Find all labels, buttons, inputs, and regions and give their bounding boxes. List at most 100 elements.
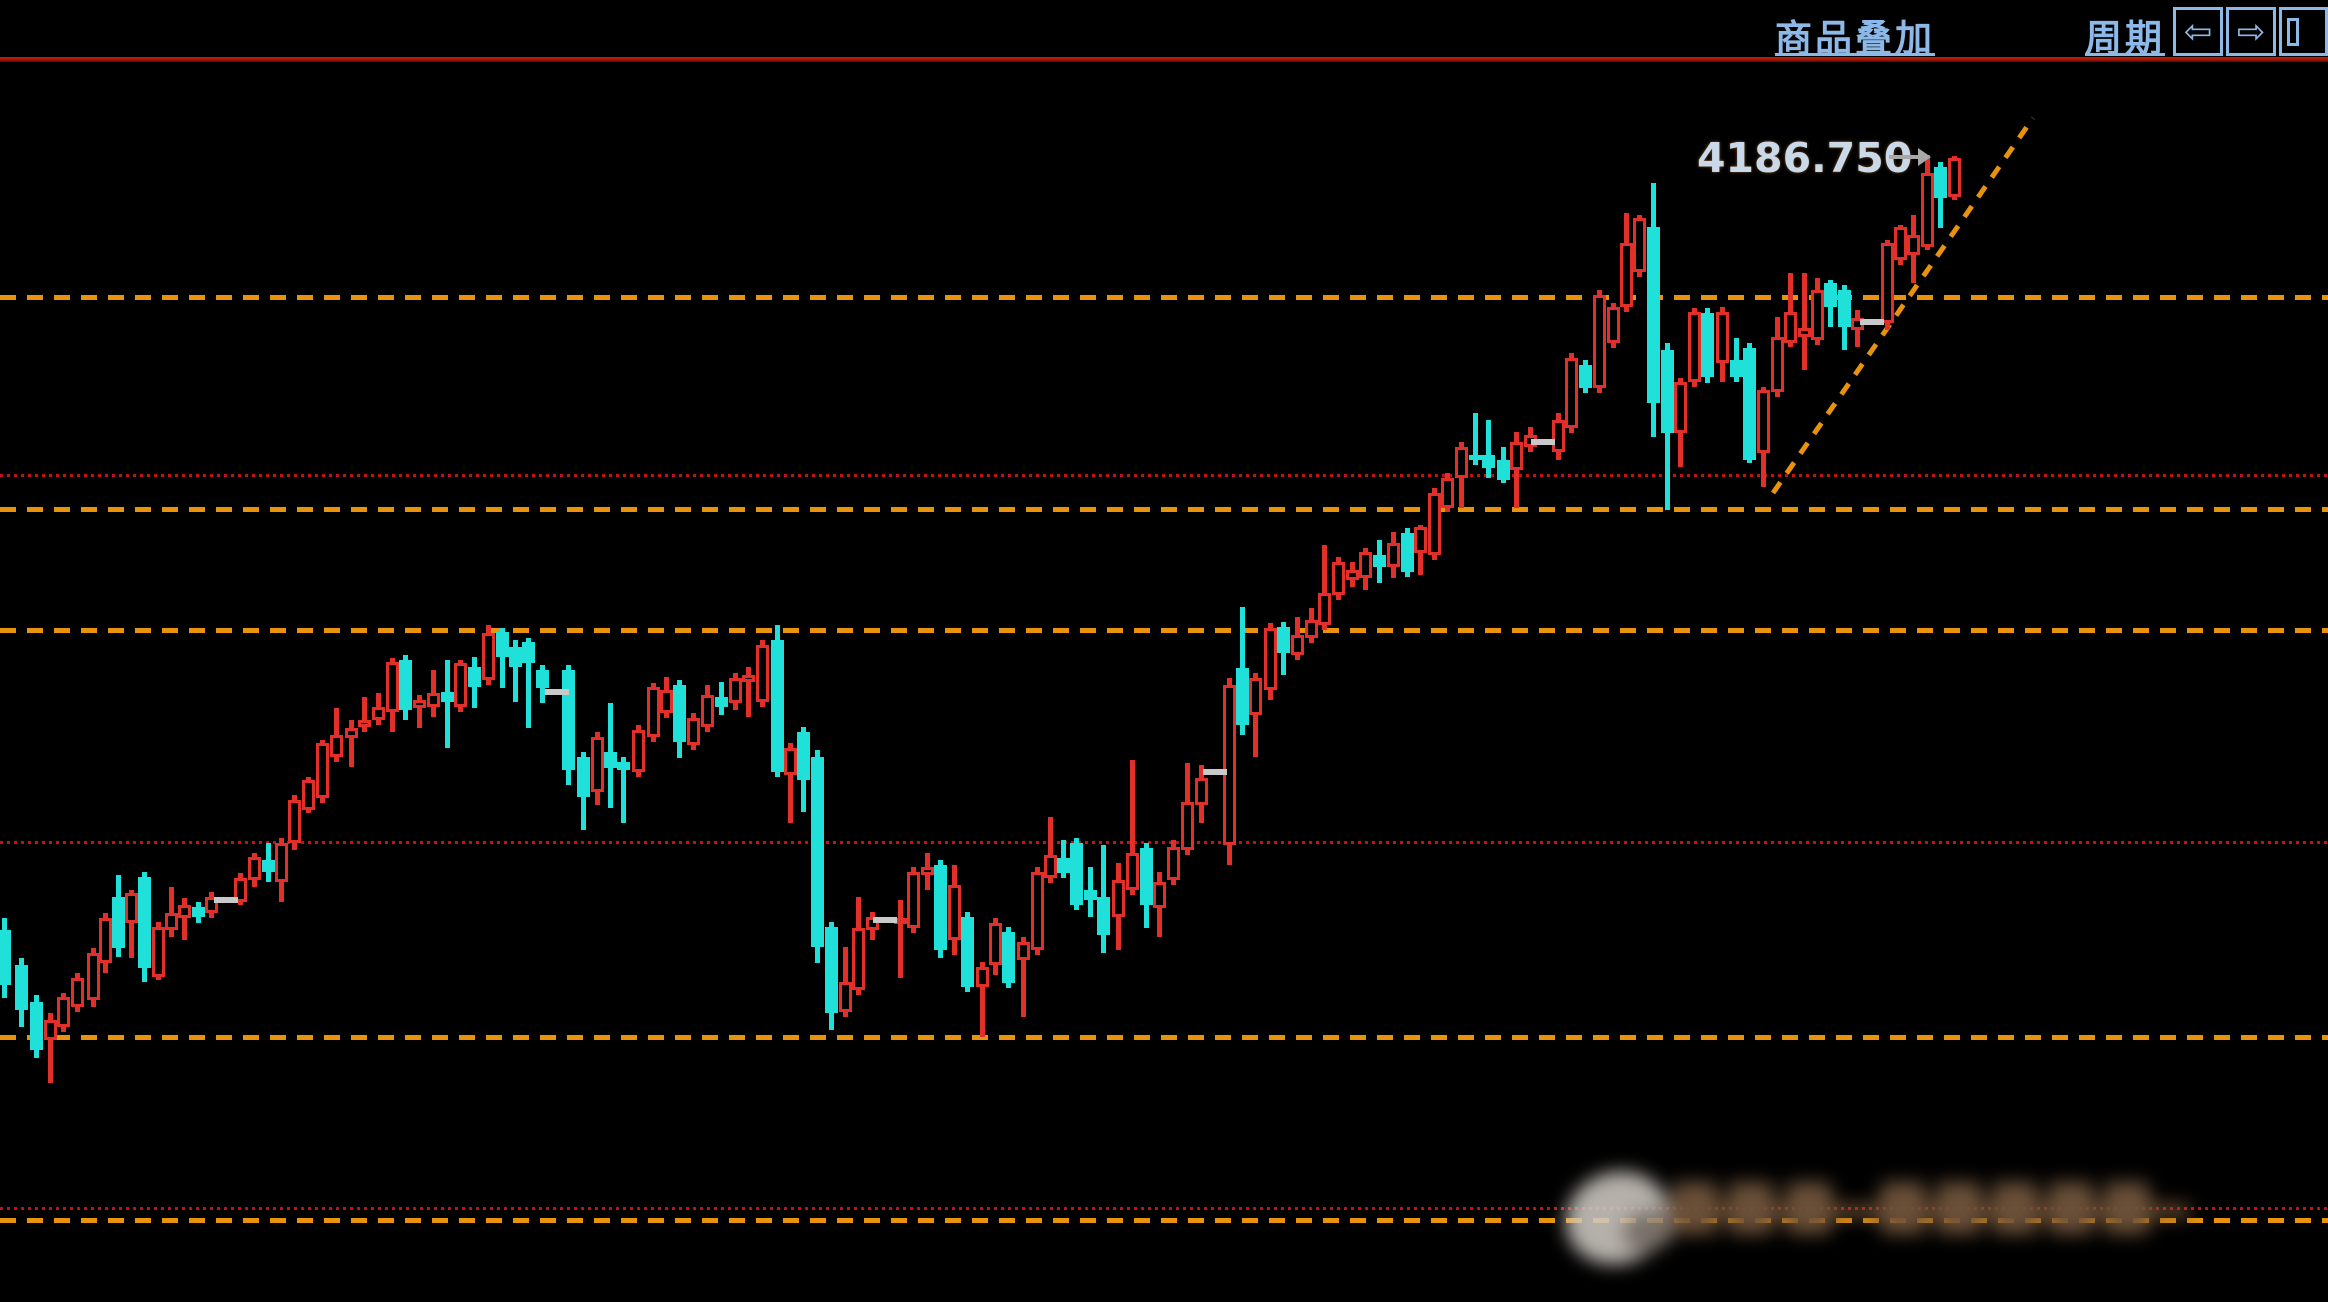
down-candle-body [811,757,824,947]
down-candle-body [1824,283,1837,307]
candle-wick [1473,413,1478,465]
up-candle-body [1291,635,1304,655]
up-candle-body [99,918,112,963]
up-candle-body [852,928,865,990]
up-candle-body [1332,562,1345,595]
up-candle-body [386,662,399,712]
back-left-arrow-button[interactable]: ⇦ [2173,7,2223,56]
candle-wick [1048,817,1053,883]
up-candle-body [1921,173,1934,247]
down-candle-body [1701,313,1714,377]
candle-wick [48,1013,53,1083]
down-candle-body [1002,932,1015,983]
up-candle-body [125,893,138,923]
down-candle-body [1647,227,1660,403]
candle-wick [417,695,422,728]
up-candle-body [756,645,769,702]
period-link[interactable]: 周期 [2085,17,2165,60]
up-candle-body [1167,847,1180,880]
down-candle-body [1497,460,1510,480]
up-candle-body [742,675,755,682]
candle-wick [1021,937,1026,1017]
up-candle-body [1264,628,1277,690]
candle-wick [500,628,505,688]
down-candle-body [1743,348,1756,460]
down-candle-body [262,860,275,872]
down-candle-body [441,692,454,702]
down-candle-body [536,670,549,688]
up-candle-body [1757,390,1770,453]
clipped-toolbar-button[interactable] [2279,7,2328,56]
down-candle-body [961,917,974,987]
up-candle-body [316,743,329,798]
down-candle-body [562,670,575,770]
candle-wick [129,890,134,958]
forward-right-arrow-button[interactable]: ⇨ [2226,7,2276,56]
up-candle-body [330,735,343,757]
up-candle-body [632,730,645,772]
right-arrow-pointer-icon [1889,148,1931,166]
watermark-text-blob [1992,1182,2038,1234]
up-candle-body [1593,295,1606,388]
up-candle-body [1195,778,1208,805]
up-candle-body [1112,880,1125,917]
candle-wick [746,667,751,717]
up-candle-body [302,780,315,810]
gray-dash-marker [1203,769,1227,775]
candle-wick [1788,273,1793,347]
commodity-overlay-link[interactable]: 商品叠加 [1775,17,1935,60]
down-candle-body [468,667,481,687]
up-candle-body [1428,493,1441,555]
down-candle-body [673,685,686,742]
watermark-text-blob [1728,1182,1774,1234]
up-candle-body [1414,527,1427,553]
up-candle-body [248,857,261,880]
up-candle-body [1894,227,1907,260]
up-candle-body [1318,593,1331,625]
watermark-text-blob [2104,1182,2150,1234]
candle-wick [362,697,367,732]
candle-wick [169,887,174,937]
candle-wick [1130,760,1135,895]
watermark-text-blob [2048,1182,2094,1234]
up-candle-body [1674,382,1687,433]
down-candle-body [1579,365,1592,388]
up-candle-body [1620,243,1633,307]
down-candle-body [1084,890,1097,900]
gray-dash-marker [873,917,897,923]
down-candle-body [112,897,125,948]
up-candle-body [275,843,288,882]
up-candle-body [1688,312,1701,382]
down-candle-body [509,647,522,667]
up-candle-body [178,905,191,918]
up-candle-body [44,1020,57,1040]
up-candle-body [976,967,989,987]
down-candle-body [715,697,728,707]
up-candle-body [1798,328,1811,337]
down-candle-body [15,965,28,1010]
up-candle-body [71,978,84,1007]
down-candle-body [399,660,412,710]
up-candle-body [1948,158,1961,197]
down-candle-body [522,642,535,663]
down-candle-body [0,930,11,985]
red-dotted-level-line [0,474,2328,477]
down-candle-body [1097,897,1110,935]
down-candle-body [1373,555,1386,567]
candle-wick [1514,432,1519,508]
down-candle-body [1057,858,1070,873]
gray-dash-marker [545,689,569,695]
watermark-text-blob [1786,1182,1832,1234]
down-candle-body [1934,167,1947,198]
down-candle-body [934,865,947,950]
down-candle-body [30,1002,43,1050]
up-candle-body [1881,243,1894,323]
up-candle-body [701,695,714,727]
down-candle-body [577,757,590,797]
up-candle-body [1552,420,1565,452]
orange-dashed-level-line [0,507,2328,512]
watermark-logo-blob [1553,1158,1682,1278]
gray-dash-marker [1860,319,1884,325]
